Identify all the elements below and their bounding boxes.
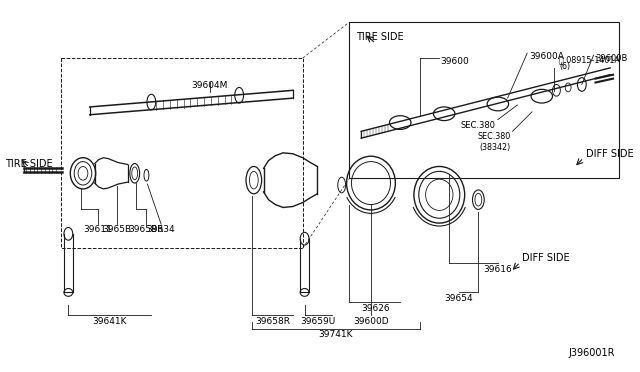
Text: 39616: 39616 (483, 265, 512, 274)
Bar (349, 22, 619, 178)
Text: 39654: 39654 (445, 294, 473, 303)
Text: 39600D: 39600D (353, 317, 388, 326)
Text: 3965BR: 3965BR (129, 225, 164, 234)
Text: 39600A: 39600A (529, 52, 564, 61)
Text: DIFF SIDE: DIFF SIDE (522, 253, 570, 263)
Text: (6): (6) (559, 62, 570, 71)
Text: TIRE SIDE: TIRE SIDE (5, 158, 52, 169)
Text: DIFF SIDE: DIFF SIDE (586, 149, 634, 159)
Text: J396001R: J396001R (568, 348, 615, 358)
Text: 39741K: 39741K (319, 330, 353, 340)
Text: SEC.380
(38342): SEC.380 (38342) (477, 132, 511, 152)
Text: 39641K: 39641K (92, 317, 127, 326)
Text: 39659U: 39659U (301, 317, 336, 326)
Text: 39600: 39600 (440, 57, 469, 66)
Text: 39611: 39611 (83, 225, 112, 234)
Text: TIRE SIDE: TIRE SIDE (356, 32, 404, 42)
Text: 39600B: 39600B (595, 54, 628, 63)
Text: 39658R: 39658R (255, 317, 290, 326)
Text: 39626: 39626 (362, 304, 390, 313)
Text: Ⓟ 08915-1401A: Ⓟ 08915-1401A (559, 55, 620, 64)
Bar (61, 58, 303, 248)
Text: 39604M: 39604M (192, 81, 228, 90)
Text: 39634: 39634 (147, 225, 175, 234)
Text: SEC.380: SEC.380 (461, 121, 496, 129)
Text: 3965B: 3965B (102, 225, 132, 234)
